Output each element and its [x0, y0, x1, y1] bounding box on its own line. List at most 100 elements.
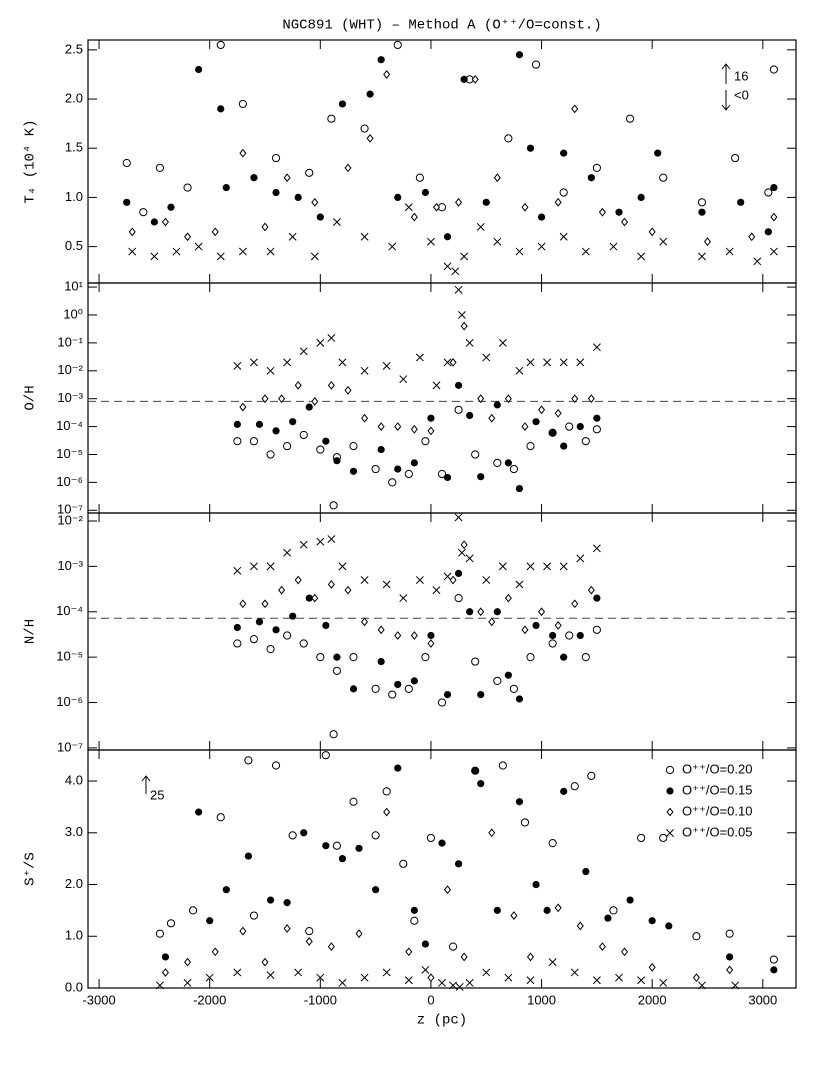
point — [421, 940, 430, 948]
point — [437, 698, 447, 707]
y-tick-label: 10⁻¹ — [57, 334, 83, 349]
point — [421, 965, 430, 974]
point — [769, 955, 778, 964]
point — [587, 585, 595, 595]
point — [150, 218, 158, 226]
point — [388, 690, 397, 699]
point — [233, 566, 242, 575]
point — [377, 657, 385, 666]
point — [560, 653, 568, 661]
point — [371, 464, 380, 474]
point — [726, 965, 734, 975]
point — [526, 952, 535, 962]
point — [504, 459, 512, 467]
y-tick-label: 3.0 — [65, 824, 83, 839]
point — [167, 203, 175, 211]
point — [621, 217, 629, 227]
point — [559, 358, 568, 367]
point — [399, 375, 408, 384]
point — [233, 968, 242, 977]
point — [443, 358, 452, 367]
point — [238, 247, 247, 256]
point — [410, 916, 419, 925]
point — [471, 657, 480, 666]
point — [366, 90, 374, 98]
point — [322, 621, 330, 630]
point — [477, 473, 485, 481]
point — [593, 414, 601, 422]
point — [637, 193, 645, 202]
point — [460, 540, 468, 550]
point — [537, 242, 546, 251]
point — [493, 676, 502, 685]
point — [394, 465, 402, 473]
point — [338, 562, 347, 571]
annotation-arrow — [721, 63, 731, 111]
point — [327, 380, 335, 390]
point — [770, 212, 778, 222]
y-tick-label: 10⁻⁷ — [57, 739, 83, 754]
point — [305, 403, 313, 411]
point — [250, 174, 258, 182]
point — [255, 420, 264, 428]
point — [155, 981, 164, 990]
point — [698, 981, 706, 990]
point — [648, 962, 656, 972]
point — [576, 554, 585, 563]
point — [372, 886, 380, 894]
y-axis-label: S⁺/S — [23, 852, 39, 886]
legend-label: O⁺⁺/O=0.20 — [682, 761, 752, 776]
point — [482, 353, 491, 362]
point — [344, 585, 352, 595]
point — [703, 237, 712, 247]
legend-label: O⁺⁺/O=0.10 — [682, 803, 752, 818]
point — [427, 973, 435, 983]
point — [377, 422, 385, 431]
point — [188, 906, 198, 915]
point — [466, 608, 474, 616]
point — [305, 926, 314, 936]
point — [382, 787, 391, 796]
point — [488, 828, 496, 838]
point — [238, 99, 247, 109]
point — [333, 653, 341, 661]
point — [404, 976, 413, 985]
point — [460, 321, 468, 331]
point — [560, 442, 568, 450]
point — [311, 396, 319, 406]
point — [538, 607, 546, 617]
point — [382, 968, 391, 977]
point — [570, 968, 579, 977]
point — [261, 222, 269, 232]
point — [410, 459, 418, 467]
point — [123, 198, 131, 206]
plot-frame — [87, 749, 797, 989]
point — [659, 978, 668, 987]
point — [233, 361, 242, 370]
point — [333, 457, 341, 465]
point — [504, 593, 512, 603]
point — [272, 427, 280, 435]
x-tick-label: 1000 — [527, 992, 556, 1007]
point — [249, 911, 259, 920]
point — [532, 418, 540, 426]
point — [769, 65, 778, 74]
point — [249, 437, 259, 446]
point — [438, 978, 446, 987]
annotation: 16 — [734, 68, 748, 83]
point — [482, 198, 490, 206]
point — [266, 896, 275, 904]
point — [460, 252, 469, 261]
point — [216, 40, 225, 50]
point — [532, 880, 540, 889]
point — [377, 445, 385, 454]
point — [465, 338, 474, 347]
point — [510, 911, 518, 920]
point — [753, 257, 762, 266]
point — [543, 562, 552, 571]
point — [637, 976, 646, 985]
point — [659, 237, 668, 246]
point — [161, 953, 170, 961]
legend-marker — [665, 765, 675, 775]
